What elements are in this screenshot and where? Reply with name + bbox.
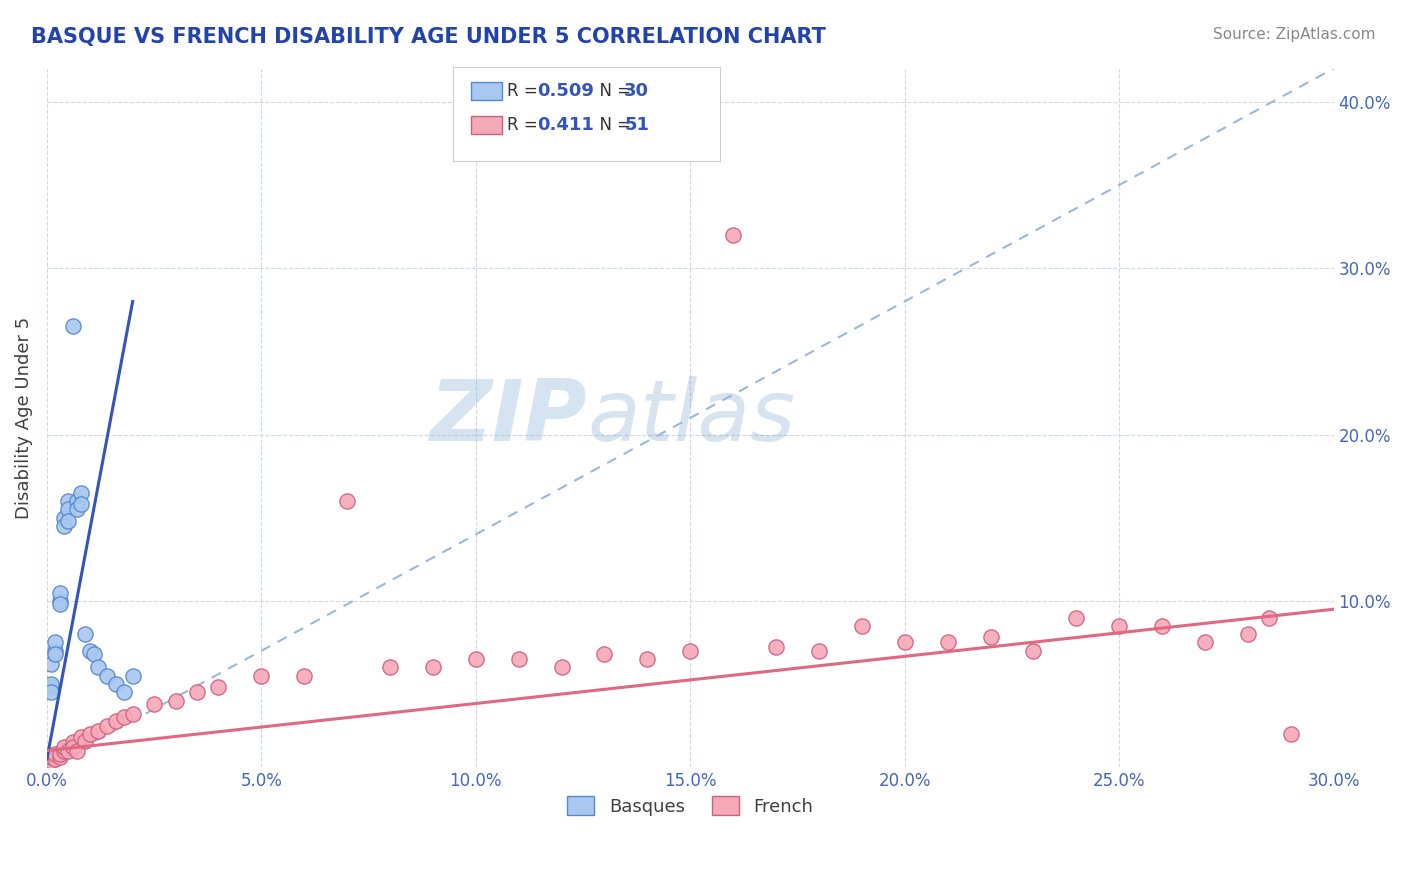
Point (49, 585, 72, 599)
Point (378, 660, 401, 674)
Point (104, 677, 127, 691)
Point (1064, 610, 1087, 624)
Point (39, 685, 62, 699)
Point (44, 635, 66, 649)
Point (39, 681, 62, 695)
Point (550, 660, 572, 674)
Point (62, 735, 84, 749)
Text: BASQUE VS FRENCH DISABILITY AGE UNDER 5 CORRELATION CHART: BASQUE VS FRENCH DISABILITY AGE UNDER 5 … (31, 27, 825, 46)
Text: ZIP: ZIP (430, 376, 588, 459)
Point (893, 635, 915, 649)
Point (765, 640, 787, 655)
Point (58, 494, 80, 508)
Point (979, 631, 1001, 645)
Text: R =: R = (508, 82, 544, 100)
Point (121, 706, 143, 721)
Text: 0.509: 0.509 (537, 82, 593, 100)
Point (39, 657, 62, 672)
Point (143, 697, 166, 711)
Point (70, 497, 93, 511)
Point (39, 754, 62, 768)
Legend: Basques, French: Basques, French (558, 788, 823, 824)
Text: Source: ZipAtlas.com: Source: ZipAtlas.com (1212, 27, 1375, 42)
Point (336, 494, 359, 508)
Point (1237, 627, 1260, 641)
Text: R =: R = (508, 116, 548, 134)
Point (422, 660, 444, 674)
Point (58, 744, 80, 758)
Point (35, 756, 58, 771)
Point (508, 652, 530, 666)
Y-axis label: Disability Age Under 5: Disability Age Under 5 (15, 317, 32, 519)
Point (35, 756, 58, 771)
Point (75, 733, 97, 747)
Point (70, 731, 93, 745)
Point (186, 685, 208, 699)
Point (593, 647, 616, 661)
Point (464, 652, 486, 666)
Point (87, 660, 110, 674)
Point (70, 485, 93, 500)
Point (79, 727, 101, 741)
Point (807, 644, 830, 658)
Point (49, 747, 72, 761)
Point (96, 719, 118, 733)
Point (112, 685, 135, 699)
Point (44, 644, 66, 658)
Point (35, 752, 58, 766)
Point (66, 494, 89, 508)
Point (49, 597, 72, 611)
Point (1108, 619, 1130, 633)
Point (207, 681, 229, 695)
Point (1022, 644, 1045, 658)
Point (75, 627, 97, 641)
Point (39, 677, 62, 691)
Text: N =: N = (589, 82, 637, 100)
Point (62, 319, 84, 334)
Point (44, 747, 66, 761)
Point (79, 644, 101, 658)
Point (66, 502, 89, 516)
Point (49, 594, 72, 608)
Point (679, 644, 702, 658)
Point (104, 714, 127, 728)
Text: 51: 51 (624, 116, 650, 134)
Point (53, 744, 76, 758)
Point (851, 619, 873, 633)
Text: atlas: atlas (588, 376, 796, 459)
Point (250, 669, 273, 683)
Point (1152, 619, 1174, 633)
Point (165, 694, 187, 708)
Point (49, 750, 72, 764)
Text: 0.411: 0.411 (537, 116, 593, 134)
Point (44, 752, 66, 766)
Point (1194, 635, 1216, 649)
Point (87, 723, 110, 738)
Point (53, 519, 76, 533)
Point (121, 669, 143, 683)
Point (721, 227, 744, 242)
Point (44, 647, 66, 661)
Point (66, 744, 89, 758)
Point (53, 740, 76, 755)
Point (53, 510, 76, 524)
Text: N =: N = (589, 116, 637, 134)
Point (39, 750, 62, 764)
Point (58, 514, 80, 528)
Text: 30: 30 (624, 82, 650, 100)
Point (936, 635, 959, 649)
Point (62, 740, 84, 755)
Point (83, 647, 105, 661)
Point (1258, 610, 1281, 624)
Point (96, 669, 118, 683)
Point (58, 502, 80, 516)
Point (1279, 727, 1302, 741)
Point (112, 710, 135, 724)
Point (636, 652, 658, 666)
Point (292, 669, 315, 683)
